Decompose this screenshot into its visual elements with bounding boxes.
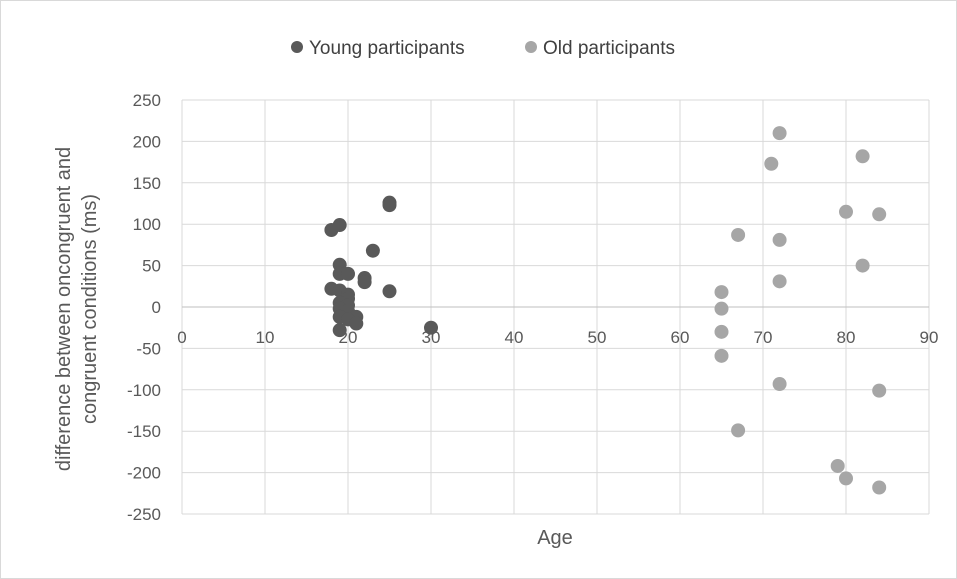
young-participant-point [357,275,372,290]
old-participant-point [714,301,729,316]
old-participant-point [872,383,887,398]
x-tick-label: 60 [671,328,690,347]
old-participant-point [772,274,787,289]
old-participant-point [714,324,729,339]
x-tick-label: 70 [754,328,773,347]
old-participant-point [772,126,787,141]
old-participant-point [830,458,845,473]
y-tick-label: 200 [133,132,161,151]
old-participant-point [839,204,853,219]
old-participant-point [772,232,787,247]
legend-marker-old [525,41,537,53]
y-tick-label: 100 [133,215,161,234]
young-participant-point [365,243,380,258]
old-participant-point [731,423,746,438]
y-tick-label: 0 [152,298,161,317]
y-tick-labels: 250 200 150 100 50 0 -50 -100 -150 -200 -250 [127,91,161,524]
old-participant-point [714,348,729,363]
x-axis-title: Age [537,527,573,549]
x-tick-label: 10 [256,328,275,347]
legend-label-young: Young participants [309,38,465,59]
old-participant-point [855,258,870,273]
data-points [324,126,887,495]
x-tick-label: 0 [177,328,186,347]
young-participant-point [424,320,438,335]
y-axis-title-line-2: congruent conditions (ms) [79,194,101,424]
old-participant-point [839,471,853,486]
y-tick-label: -150 [127,422,161,441]
old-participant-point [872,207,887,222]
gridlines [181,99,930,515]
y-tick-label: -250 [127,505,161,524]
young-participant-point [349,316,364,331]
old-participant-point [714,285,729,300]
legend: Young participants Old participants [291,38,675,59]
y-tick-label: -200 [127,464,161,483]
young-participant-point [382,198,397,213]
x-tick-label: 50 [588,328,607,347]
y-tick-label: 50 [142,257,161,276]
old-participant-point [855,149,870,164]
x-tick-label: 40 [505,328,524,347]
old-participant-point [731,227,746,242]
young-participant-point [382,284,397,299]
x-tick-labels: 0 10 20 30 40 50 60 70 80 90 [177,328,938,347]
legend-label-old: Old participants [543,38,675,59]
young-participant-point [341,266,355,281]
y-axis-title-line-1: difference between oncongruent and [53,147,75,471]
x-tick-label: 80 [837,328,856,347]
young-participant-point [332,323,347,338]
old-participant-point [772,377,787,392]
y-tick-label: -50 [136,339,161,358]
y-tick-label: 150 [133,174,161,193]
y-tick-label: -100 [127,381,161,400]
y-tick-label: 250 [133,91,161,110]
old-participant-point [764,156,779,171]
old-participant-point [872,480,887,495]
young-participant-point [332,218,347,233]
legend-marker-young [291,41,303,53]
x-tick-label: 90 [920,328,939,347]
